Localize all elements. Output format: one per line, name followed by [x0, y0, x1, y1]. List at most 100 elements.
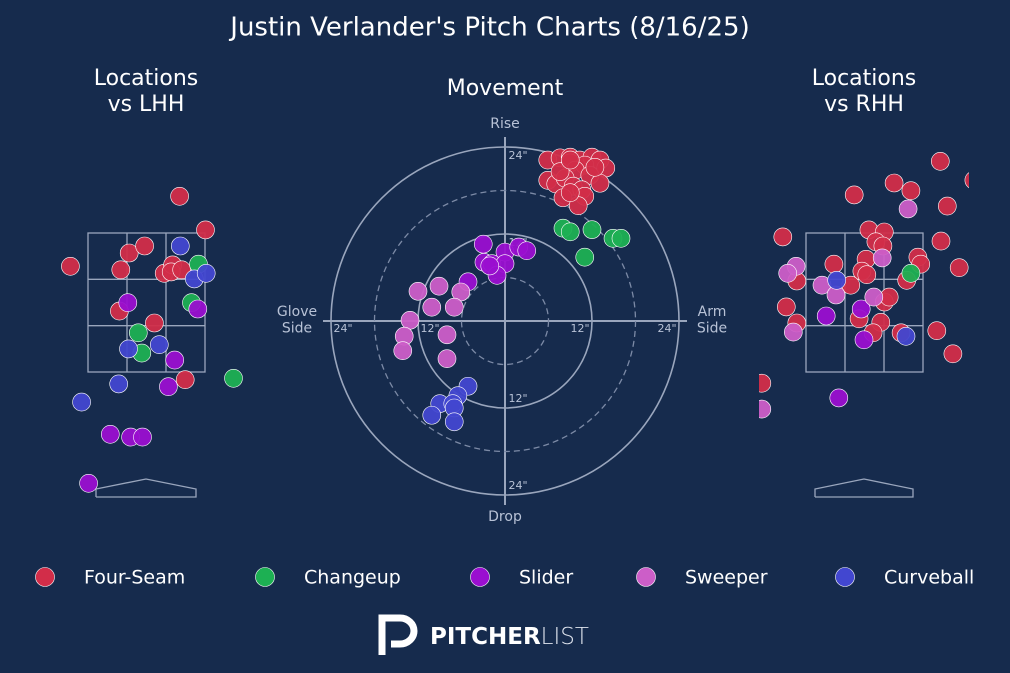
- label-line: Side: [282, 321, 312, 337]
- label-line: Locations: [94, 66, 199, 91]
- r-tick-label: 12": [420, 322, 439, 335]
- pitch-point: [188, 299, 208, 319]
- pitch-point: [79, 473, 98, 493]
- pitch-point: [135, 236, 154, 256]
- pitch-point: [133, 427, 152, 447]
- pitch-point: [444, 412, 464, 432]
- pitch-point: [937, 196, 957, 216]
- legend-marker: [470, 567, 490, 587]
- label-line: Arm: [698, 304, 727, 320]
- pitch-point: [927, 321, 947, 341]
- logo: PITCHERLIST: [378, 614, 589, 655]
- pitch-point: [444, 297, 464, 317]
- pitch-point: [590, 173, 610, 193]
- pitch-point: [964, 172, 969, 189]
- legend-marker: [636, 567, 656, 587]
- pitch-point: [170, 187, 189, 206]
- pitch-point: [72, 392, 91, 412]
- legend-label: Sweeper: [685, 567, 768, 589]
- points: [393, 147, 631, 432]
- pitch-point: [943, 344, 963, 364]
- pitch-point: [816, 306, 836, 326]
- label-line: Rise: [490, 116, 520, 132]
- pitch-point: [196, 263, 216, 283]
- pitch-point: [422, 405, 442, 425]
- points: [61, 187, 243, 493]
- pitch-point: [857, 265, 877, 285]
- pitch-point: [422, 297, 442, 317]
- label-line: vs RHH: [824, 92, 904, 117]
- legend-label: Changeup: [304, 567, 401, 589]
- pitch-point: [159, 377, 178, 397]
- r-tick-label: 12": [508, 392, 527, 405]
- r-tick-label: 24": [508, 149, 527, 162]
- pitch-point: [517, 241, 537, 260]
- pitch-point: [759, 373, 772, 393]
- pitch-point: [773, 227, 793, 247]
- pitch-point: [408, 281, 428, 301]
- logo-text: PITCHERLIST: [430, 624, 589, 650]
- pitch-point: [872, 248, 892, 268]
- pitch-point: [119, 243, 139, 263]
- pitch-point: [145, 313, 164, 333]
- label-line: Locations: [812, 66, 917, 91]
- pitch-point: [118, 293, 138, 313]
- pitch-point: [400, 310, 420, 330]
- pitch-point: [896, 326, 916, 346]
- pitch-point: [175, 370, 195, 390]
- legend-marker: [255, 567, 275, 587]
- pitch-point: [611, 229, 631, 248]
- legend-label: Curveball: [884, 567, 974, 589]
- pitch-point: [119, 339, 138, 359]
- ring: [373, 189, 637, 453]
- pitch-point: [480, 256, 500, 276]
- pitch-point: [585, 158, 605, 177]
- legend-marker: [35, 567, 55, 587]
- logo-bold: PITCHER: [430, 624, 541, 650]
- label-line: Movement: [447, 76, 564, 101]
- logo-light: LIST: [541, 624, 589, 650]
- pitch-point: [575, 247, 595, 267]
- pitch-point: [129, 323, 148, 343]
- pitch-point: [150, 335, 169, 355]
- pitch-point: [778, 263, 798, 283]
- pitch-point: [560, 150, 580, 170]
- pitch-point: [393, 341, 413, 361]
- pitch-point: [165, 350, 184, 370]
- legend-label: Four-Seam: [84, 567, 185, 589]
- pitch-point: [844, 185, 864, 205]
- r-tick-label: 24": [657, 322, 676, 335]
- pitch-point: [171, 236, 190, 256]
- label-line: Side: [697, 321, 727, 337]
- pitch-point: [851, 299, 871, 319]
- r-tick-label: 24": [508, 479, 527, 492]
- pitch-point: [111, 260, 131, 280]
- points: [759, 152, 969, 419]
- pitch-point: [829, 388, 849, 408]
- pitch-point: [196, 220, 215, 240]
- pitch-point: [61, 256, 80, 276]
- label-line: Drop: [488, 509, 522, 525]
- pitch-point: [898, 199, 918, 219]
- pitch-point: [931, 231, 951, 251]
- pitch-point: [759, 399, 772, 419]
- pitch-point: [783, 322, 803, 342]
- legend-label: Slider: [519, 567, 573, 589]
- pitch-point: [109, 374, 128, 394]
- pitch-point: [172, 260, 191, 280]
- pitch-point: [582, 220, 602, 239]
- label-line: vs LHH: [108, 92, 185, 117]
- pitch-point: [101, 424, 120, 444]
- pitch-point: [224, 368, 243, 388]
- pitch-point: [437, 325, 457, 345]
- r-tick-label: 24": [333, 322, 352, 335]
- pitch-point: [949, 258, 969, 278]
- pitch-point: [930, 152, 950, 171]
- chart-title: Justin Verlander's Pitch Charts (8/16/25…: [228, 13, 749, 43]
- pitch-point: [776, 297, 796, 317]
- pitch-point: [901, 181, 921, 200]
- pitch-point: [473, 234, 493, 254]
- ring: [330, 146, 680, 496]
- pitch-point: [560, 222, 580, 242]
